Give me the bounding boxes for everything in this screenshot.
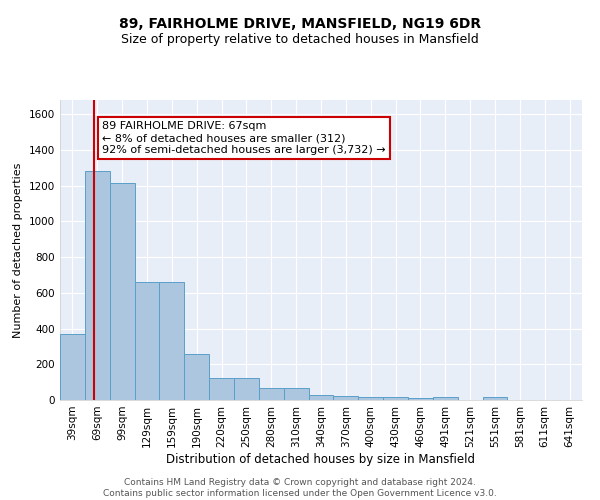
Bar [259, 388, 284, 400]
Bar [234, 378, 259, 400]
Bar [184, 354, 209, 400]
Bar [358, 398, 383, 400]
Bar [482, 398, 508, 400]
Text: 89 FAIRHOLME DRIVE: 67sqm
← 8% of detached houses are smaller (312)
92% of semi-: 89 FAIRHOLME DRIVE: 67sqm ← 8% of detach… [102, 122, 386, 154]
Bar [383, 398, 408, 400]
Bar [110, 183, 134, 400]
Bar [408, 398, 433, 400]
Bar [284, 388, 308, 400]
Bar [160, 282, 184, 400]
Text: Contains HM Land Registry data © Crown copyright and database right 2024.
Contai: Contains HM Land Registry data © Crown c… [103, 478, 497, 498]
Bar [85, 172, 110, 400]
Bar [209, 378, 234, 400]
Bar [433, 398, 458, 400]
Bar [134, 282, 160, 400]
Text: Size of property relative to detached houses in Mansfield: Size of property relative to detached ho… [121, 32, 479, 46]
Bar [308, 394, 334, 400]
X-axis label: Distribution of detached houses by size in Mansfield: Distribution of detached houses by size … [167, 452, 476, 466]
Bar [334, 396, 358, 400]
Y-axis label: Number of detached properties: Number of detached properties [13, 162, 23, 338]
Text: 89, FAIRHOLME DRIVE, MANSFIELD, NG19 6DR: 89, FAIRHOLME DRIVE, MANSFIELD, NG19 6DR [119, 18, 481, 32]
Bar [60, 334, 85, 400]
